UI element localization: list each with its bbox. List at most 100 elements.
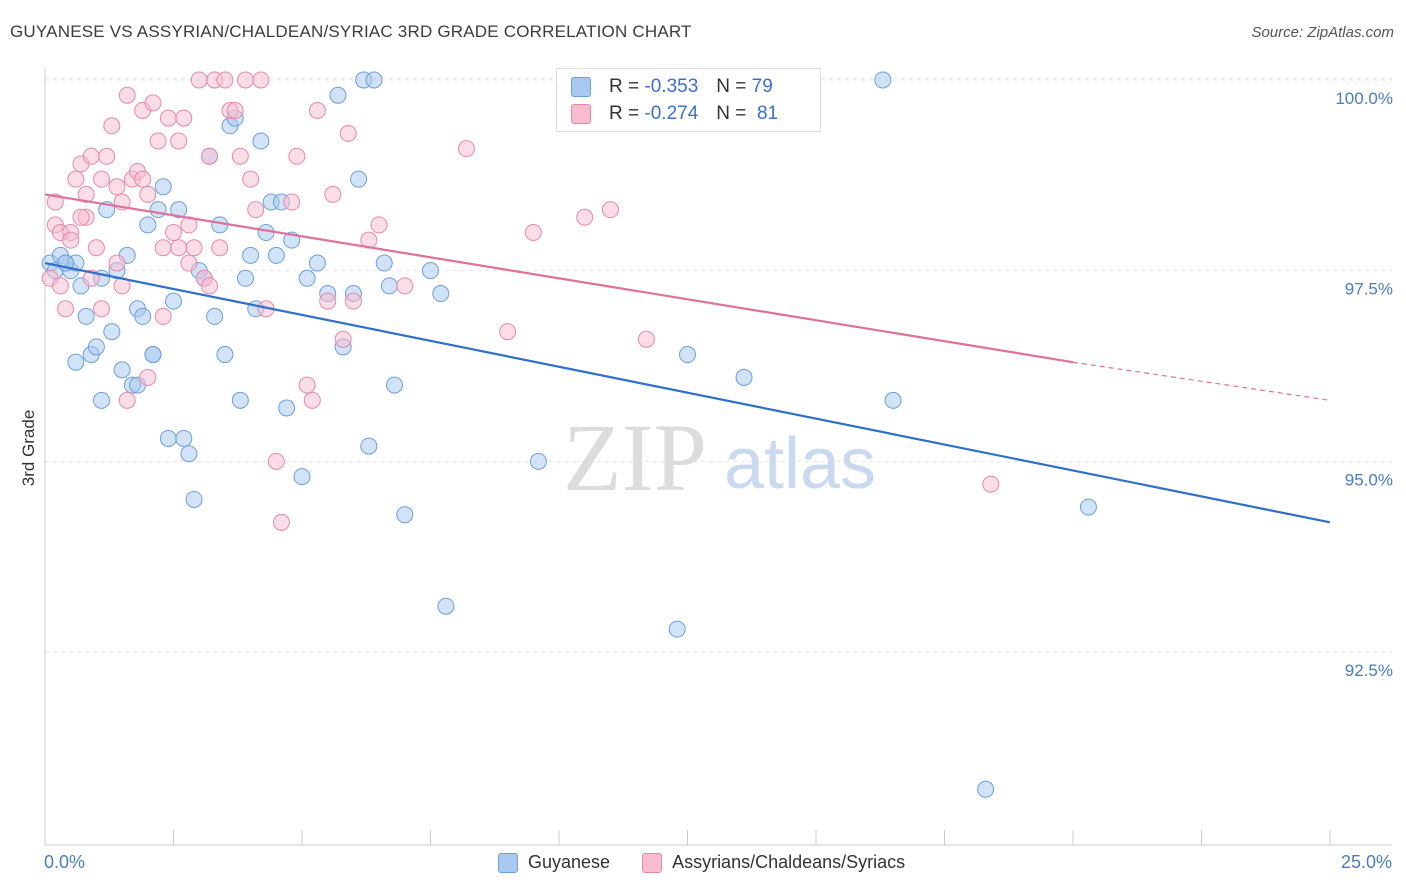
x-max-label: 25.0% (1340, 852, 1392, 872)
axes (44, 68, 1392, 846)
data-point (154, 307, 172, 325)
data-point (524, 224, 542, 242)
data-point (298, 376, 316, 394)
data-point (679, 346, 696, 364)
data-point (170, 239, 188, 257)
data-point (252, 132, 270, 150)
data-point (278, 399, 296, 417)
data-point (370, 216, 388, 234)
data-point (170, 201, 188, 219)
data-point (375, 254, 393, 272)
data-point (350, 170, 368, 188)
data-point (139, 216, 157, 234)
data-point (247, 201, 265, 219)
legend-n-value: 79 (751, 76, 773, 97)
data-point (144, 346, 162, 364)
data-point (637, 330, 655, 348)
legend-row-guyanese: R = -0.353 N = 79 (571, 73, 773, 101)
legend-row-assyrians: R = -0.274 N = 81 (571, 100, 778, 128)
data-point (159, 109, 177, 127)
legend-swatch-guyanese (571, 77, 591, 97)
data-point (884, 391, 902, 409)
data-point (77, 307, 95, 325)
watermark-atlas: atlas (724, 424, 876, 504)
legend-item-assyrians: Assyrians/Chaldeans/Syriacs (642, 852, 905, 873)
data-point (87, 338, 105, 356)
data-point (180, 445, 198, 463)
data-point (344, 292, 362, 310)
data-point (226, 102, 244, 120)
legend-swatch-assyrians (571, 104, 591, 124)
data-point (216, 346, 234, 364)
data-point (242, 246, 260, 264)
data-point (67, 353, 85, 371)
data-point (72, 208, 90, 226)
data-point (93, 170, 111, 188)
data-point (51, 277, 69, 295)
data-point (339, 124, 357, 142)
data-point (118, 86, 136, 104)
y-tick-labels: 100.0% 97.5% 95.0% 92.5% (1335, 89, 1393, 680)
data-point (422, 262, 439, 280)
data-point (134, 170, 152, 188)
data-point (200, 277, 218, 295)
data-point (185, 490, 203, 508)
data-point (386, 376, 404, 394)
data-point (93, 391, 111, 409)
y-tick-label: 97.5% (1345, 280, 1393, 299)
data-point (242, 170, 260, 188)
legend-item-guyanese: Guyanese (498, 852, 610, 873)
data-point (216, 71, 234, 89)
gridlines (45, 77, 1392, 653)
data-point (982, 475, 1000, 493)
data-point (159, 429, 177, 447)
legend-n-label: N = (716, 103, 747, 124)
data-point (380, 277, 398, 295)
data-point (308, 102, 326, 120)
data-point (272, 513, 290, 531)
data-point (288, 147, 306, 165)
data-point (139, 368, 157, 386)
y-tick-label: 100.0% (1335, 89, 1393, 108)
data-point (154, 178, 172, 196)
data-point (87, 239, 105, 257)
data-point (165, 224, 182, 242)
data-point (236, 71, 254, 89)
data-point (180, 254, 198, 272)
data-point (185, 239, 203, 257)
y-tick-label: 92.5% (1345, 661, 1393, 680)
data-point (134, 307, 152, 325)
data-point (190, 71, 208, 89)
data-point (977, 780, 995, 798)
data-point (298, 269, 316, 287)
watermark-zip: ZIP (563, 404, 707, 511)
data-point (139, 185, 157, 203)
data-point (457, 140, 475, 158)
data-point (118, 391, 136, 409)
data-point (108, 254, 126, 272)
legend-swatch-assyrians (642, 852, 663, 873)
data-point (108, 178, 126, 196)
data-point (82, 147, 100, 165)
data-point (175, 109, 193, 127)
data-point (46, 193, 64, 211)
data-point (231, 391, 249, 409)
data-point (154, 239, 172, 257)
data-point (267, 452, 285, 470)
data-point (170, 132, 188, 150)
legend-r-label: R = (609, 103, 640, 124)
data-point (165, 292, 182, 310)
data-point (396, 506, 414, 524)
chart-title: GUYANESE VS ASSYRIAN/CHALDEAN/SYRIAC 3RD… (10, 22, 692, 41)
legend-r-value: -0.274 (644, 103, 699, 124)
series-legend: Guyanese Assyrians/Chaldeans/Syriacs (498, 852, 937, 873)
trend-layer (44, 193, 1331, 524)
data-point (499, 323, 517, 341)
legend-label-guyanese: Guyanese (528, 852, 611, 872)
legend-swatch-guyanese (498, 852, 518, 873)
data-point (113, 361, 131, 379)
data-point (257, 224, 275, 242)
data-point (144, 94, 162, 112)
data-point (668, 620, 686, 638)
